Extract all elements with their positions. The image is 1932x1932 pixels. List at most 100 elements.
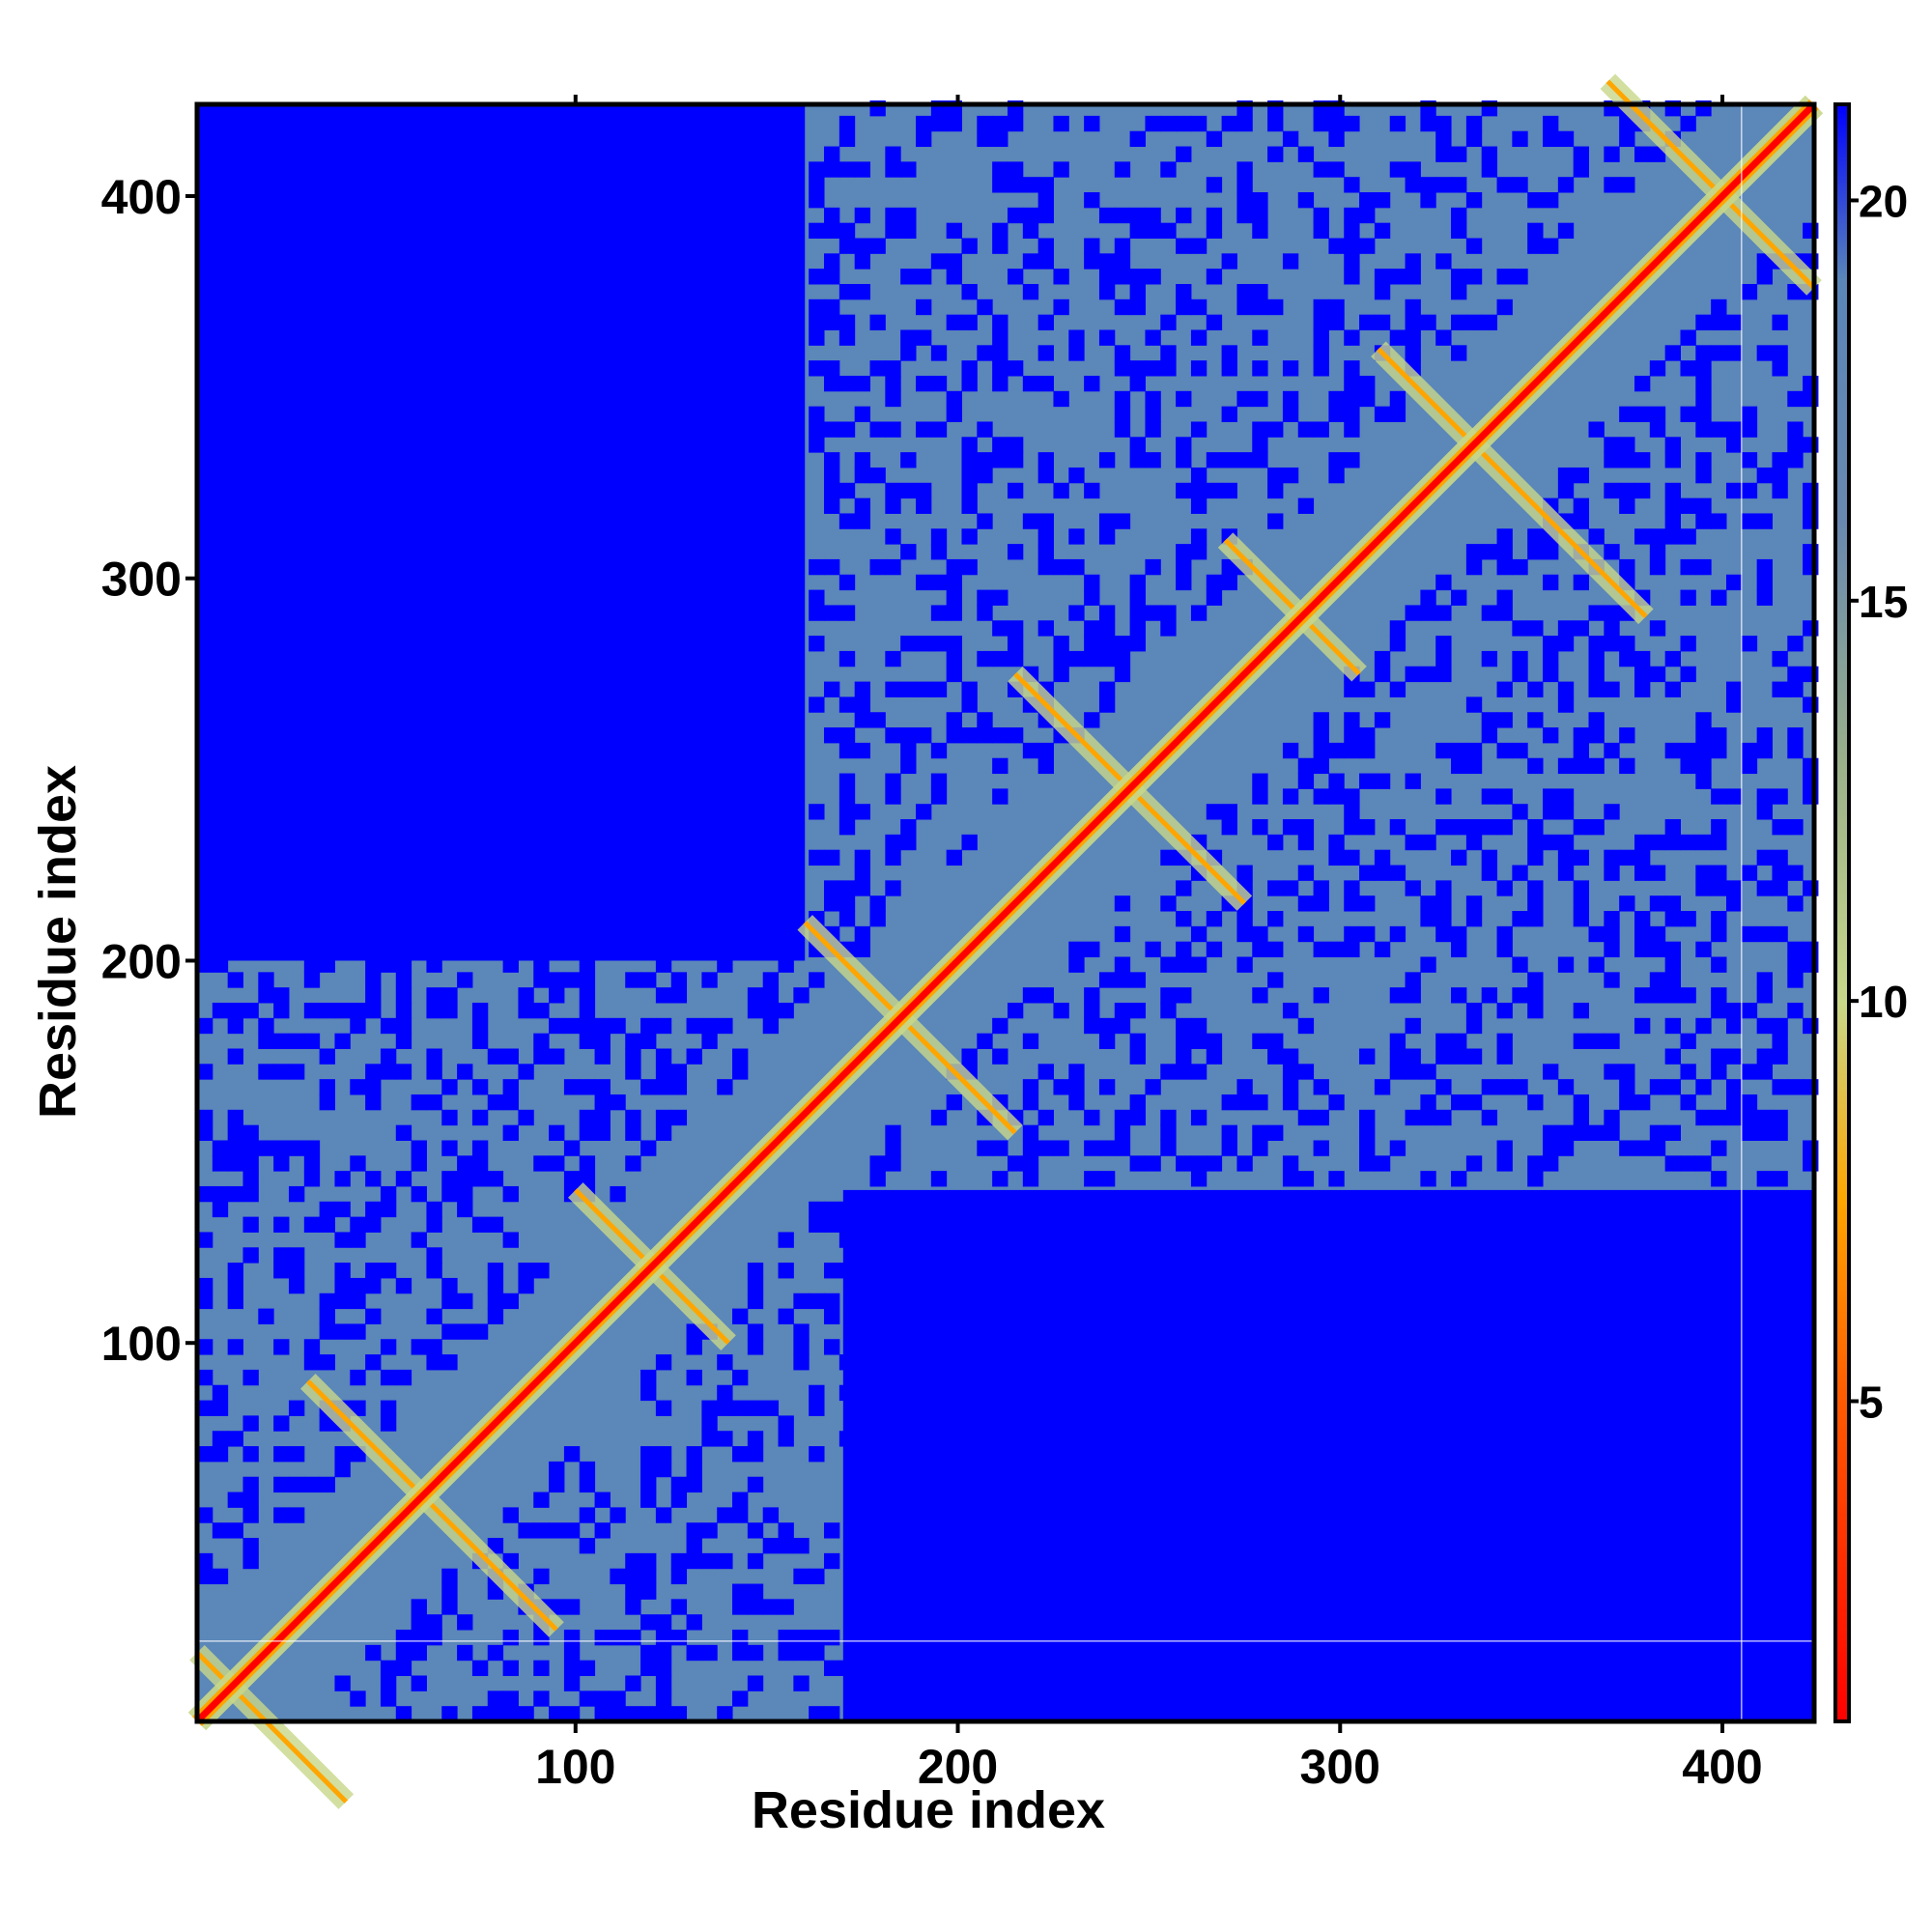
heatmap-cell <box>1374 865 1391 881</box>
heatmap-cell <box>900 757 917 775</box>
heatmap-cell <box>502 1507 519 1523</box>
heatmap-cell <box>686 1644 702 1662</box>
heatmap-cell <box>961 558 978 576</box>
heatmap-cell <box>961 314 978 330</box>
heatmap-cell <box>717 1552 733 1570</box>
heatmap-cell <box>854 804 871 820</box>
heatmap-cell <box>487 1094 504 1111</box>
heatmap-cell <box>992 452 1009 469</box>
heatmap-cell <box>930 681 948 697</box>
heatmap-cell <box>1007 1003 1024 1019</box>
heatmap-cell <box>961 452 978 469</box>
heatmap-cell <box>242 1124 259 1141</box>
heatmap-cell <box>1604 452 1620 469</box>
heatmap-cell <box>640 1583 657 1600</box>
heatmap-cell <box>212 956 229 973</box>
heatmap-cell <box>1420 177 1436 193</box>
heatmap-cell <box>426 987 442 1004</box>
heatmap-cell <box>273 1140 290 1156</box>
heatmap-cell <box>1772 1124 1788 1141</box>
heatmap-cell <box>1695 314 1712 330</box>
heatmap-cell <box>1711 834 1727 851</box>
heatmap-cell <box>457 1293 473 1310</box>
heatmap-cell <box>457 972 473 988</box>
heatmap-cell <box>809 177 825 193</box>
heatmap-cell <box>1527 192 1544 209</box>
heatmap-cell <box>1664 987 1681 1004</box>
heatmap-cell <box>1680 115 1696 132</box>
heatmap-cell <box>1543 727 1559 744</box>
heatmap-cell <box>1527 1003 1544 1019</box>
heatmap-cell <box>1634 681 1651 697</box>
heatmap-cell <box>824 269 840 285</box>
heatmap-cell <box>670 987 688 1004</box>
heatmap-cell <box>732 1690 749 1707</box>
heatmap-cell <box>1435 329 1452 346</box>
heatmap-cell <box>1465 544 1483 560</box>
heatmap-cell <box>732 1400 749 1416</box>
heatmap-cell <box>212 1400 229 1416</box>
heatmap-cell <box>961 238 978 254</box>
heatmap-cell <box>579 1476 596 1493</box>
heatmap-cell <box>350 1017 366 1035</box>
heatmap-cell <box>1282 406 1299 422</box>
heatmap-cell <box>916 727 932 744</box>
heatmap-cell <box>1664 482 1681 499</box>
heatmap-cell <box>227 1185 243 1203</box>
heatmap-cell <box>1573 467 1590 484</box>
heatmap-cell <box>1328 406 1345 422</box>
heatmap-cell <box>854 161 871 178</box>
heatmap-cell <box>1420 1064 1436 1080</box>
heatmap-cell <box>916 375 932 392</box>
heatmap-cell <box>1374 773 1391 789</box>
heatmap-cell <box>365 987 382 1004</box>
heatmap-cell <box>824 375 840 392</box>
heatmap-cell <box>1634 1140 1651 1156</box>
heatmap-cell <box>1114 253 1131 270</box>
heatmap-cell <box>885 1155 901 1172</box>
heatmap-cell <box>900 269 917 285</box>
heatmap-cell <box>1344 207 1360 224</box>
heatmap-cell <box>1619 849 1635 867</box>
heatmap-cell <box>1098 681 1116 697</box>
heatmap-cell <box>1007 452 1024 469</box>
heatmap-cell <box>1022 1140 1039 1156</box>
heatmap-cell <box>1405 987 1421 1004</box>
heatmap-cell <box>732 1492 749 1508</box>
heatmap-cell <box>640 1079 657 1095</box>
heatmap-cell <box>1711 421 1727 438</box>
heatmap-cell <box>1098 269 1116 285</box>
heatmap-cell <box>946 1094 962 1111</box>
heatmap-cell <box>457 1155 473 1172</box>
heatmap-cell <box>1527 712 1544 728</box>
heatmap-cell <box>1756 269 1773 285</box>
heatmap-cell <box>1604 1124 1620 1141</box>
heatmap-cell <box>1252 819 1268 836</box>
heatmap-cell <box>762 972 780 988</box>
heatmap-cell <box>273 1446 290 1463</box>
heatmap-cell <box>885 1124 901 1141</box>
heatmap-cell <box>930 1171 948 1187</box>
heatmap-cell <box>1664 513 1681 529</box>
heatmap-cell <box>1084 712 1100 728</box>
heatmap-cell <box>319 1048 335 1065</box>
heatmap-cell <box>1037 177 1054 193</box>
heatmap-cell <box>838 1384 856 1402</box>
heatmap-cell <box>961 437 978 453</box>
heatmap-cell <box>793 1644 810 1662</box>
heatmap-cell <box>441 1171 458 1187</box>
heatmap-cell <box>778 1522 794 1539</box>
heatmap-cell <box>1098 1079 1116 1095</box>
heatmap-cell <box>930 345 948 361</box>
heatmap-cell <box>197 1064 213 1080</box>
heatmap-cell <box>1114 1140 1131 1156</box>
heatmap-cell <box>1772 1171 1788 1187</box>
heatmap-cell <box>1267 513 1284 529</box>
diagonal-core <box>194 101 1817 1724</box>
heatmap-cell <box>533 1690 550 1707</box>
heatmap-cell <box>1068 467 1085 484</box>
heatmap-cell <box>1053 1079 1069 1095</box>
heatmap-cell <box>1557 482 1575 499</box>
heatmap-cell <box>1145 115 1161 132</box>
heatmap-cell <box>1084 589 1100 606</box>
